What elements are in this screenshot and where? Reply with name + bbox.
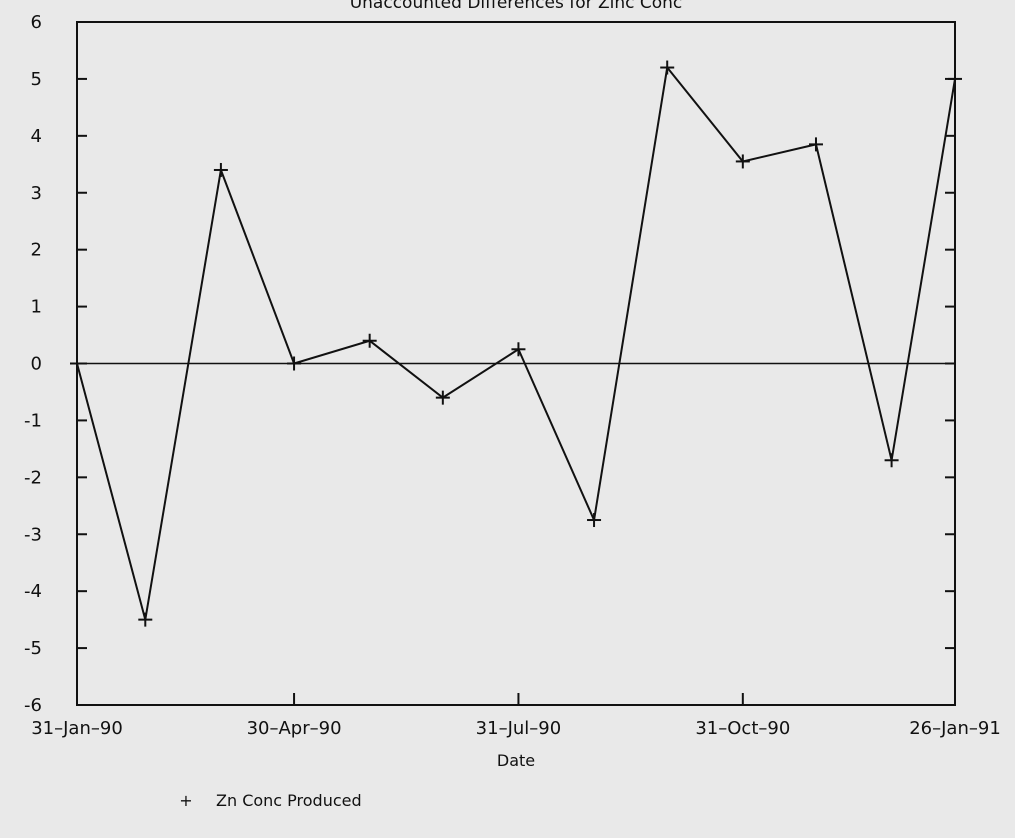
y-tick-label: 2 — [31, 240, 42, 261]
x-tick-label: 31–Oct–90 — [695, 718, 790, 739]
y-tick-label: -4 — [24, 581, 42, 602]
legend: + Zn Conc Produced — [179, 791, 361, 810]
data-point-marker — [948, 71, 962, 86]
data-point-marker — [511, 342, 526, 357]
chart-title: Unaccounted Differences for Zinc Conc — [350, 0, 683, 13]
y-tick-label: 1 — [31, 297, 42, 318]
series-line — [76, 65, 956, 620]
y-tick-label: -3 — [24, 524, 42, 545]
data-point-marker — [287, 356, 302, 371]
y-tick-label: -1 — [24, 410, 42, 431]
data-point-marker — [735, 154, 750, 169]
data-point-marker — [435, 390, 450, 405]
data-point-marker — [660, 60, 675, 75]
y-tick-label: 5 — [31, 69, 42, 90]
x-tick-label: 26–Jan–91 — [909, 718, 1001, 739]
data-point-marker — [362, 333, 377, 348]
y-tick-label: 0 — [31, 354, 42, 375]
y-tick-label: -6 — [24, 695, 42, 716]
y-tick-label: 6 — [31, 12, 42, 33]
series-layer — [70, 60, 962, 627]
y-tick-label: -2 — [24, 467, 42, 488]
legend-marker: + — [179, 791, 192, 810]
data-point-marker — [138, 612, 153, 627]
legend-label: Zn Conc Produced — [216, 791, 362, 810]
x-tick-label: 31–Jul–90 — [476, 718, 562, 739]
x-tick-label: 31–Jan–90 — [31, 718, 123, 739]
y-tick-label: 4 — [31, 126, 42, 147]
data-point-marker — [587, 513, 602, 528]
x-axis: 31–Jan–90 30–Apr–90 31–Jul–90 31–Oct–90 26–J… — [31, 693, 1001, 739]
data-point-marker — [808, 137, 823, 152]
y-tick-label: -5 — [24, 638, 42, 659]
y-tick-label: 3 — [31, 183, 42, 204]
x-tick-label: 30–Apr–90 — [247, 718, 342, 739]
x-axis-label: Date — [497, 751, 535, 770]
y-axis: -6 -5 -4 -3 -2 -1 0 1 2 3 4 5 6 — [24, 12, 955, 716]
data-point-marker — [213, 162, 228, 177]
data-point-marker — [884, 453, 899, 468]
data-point-marker — [70, 356, 84, 371]
